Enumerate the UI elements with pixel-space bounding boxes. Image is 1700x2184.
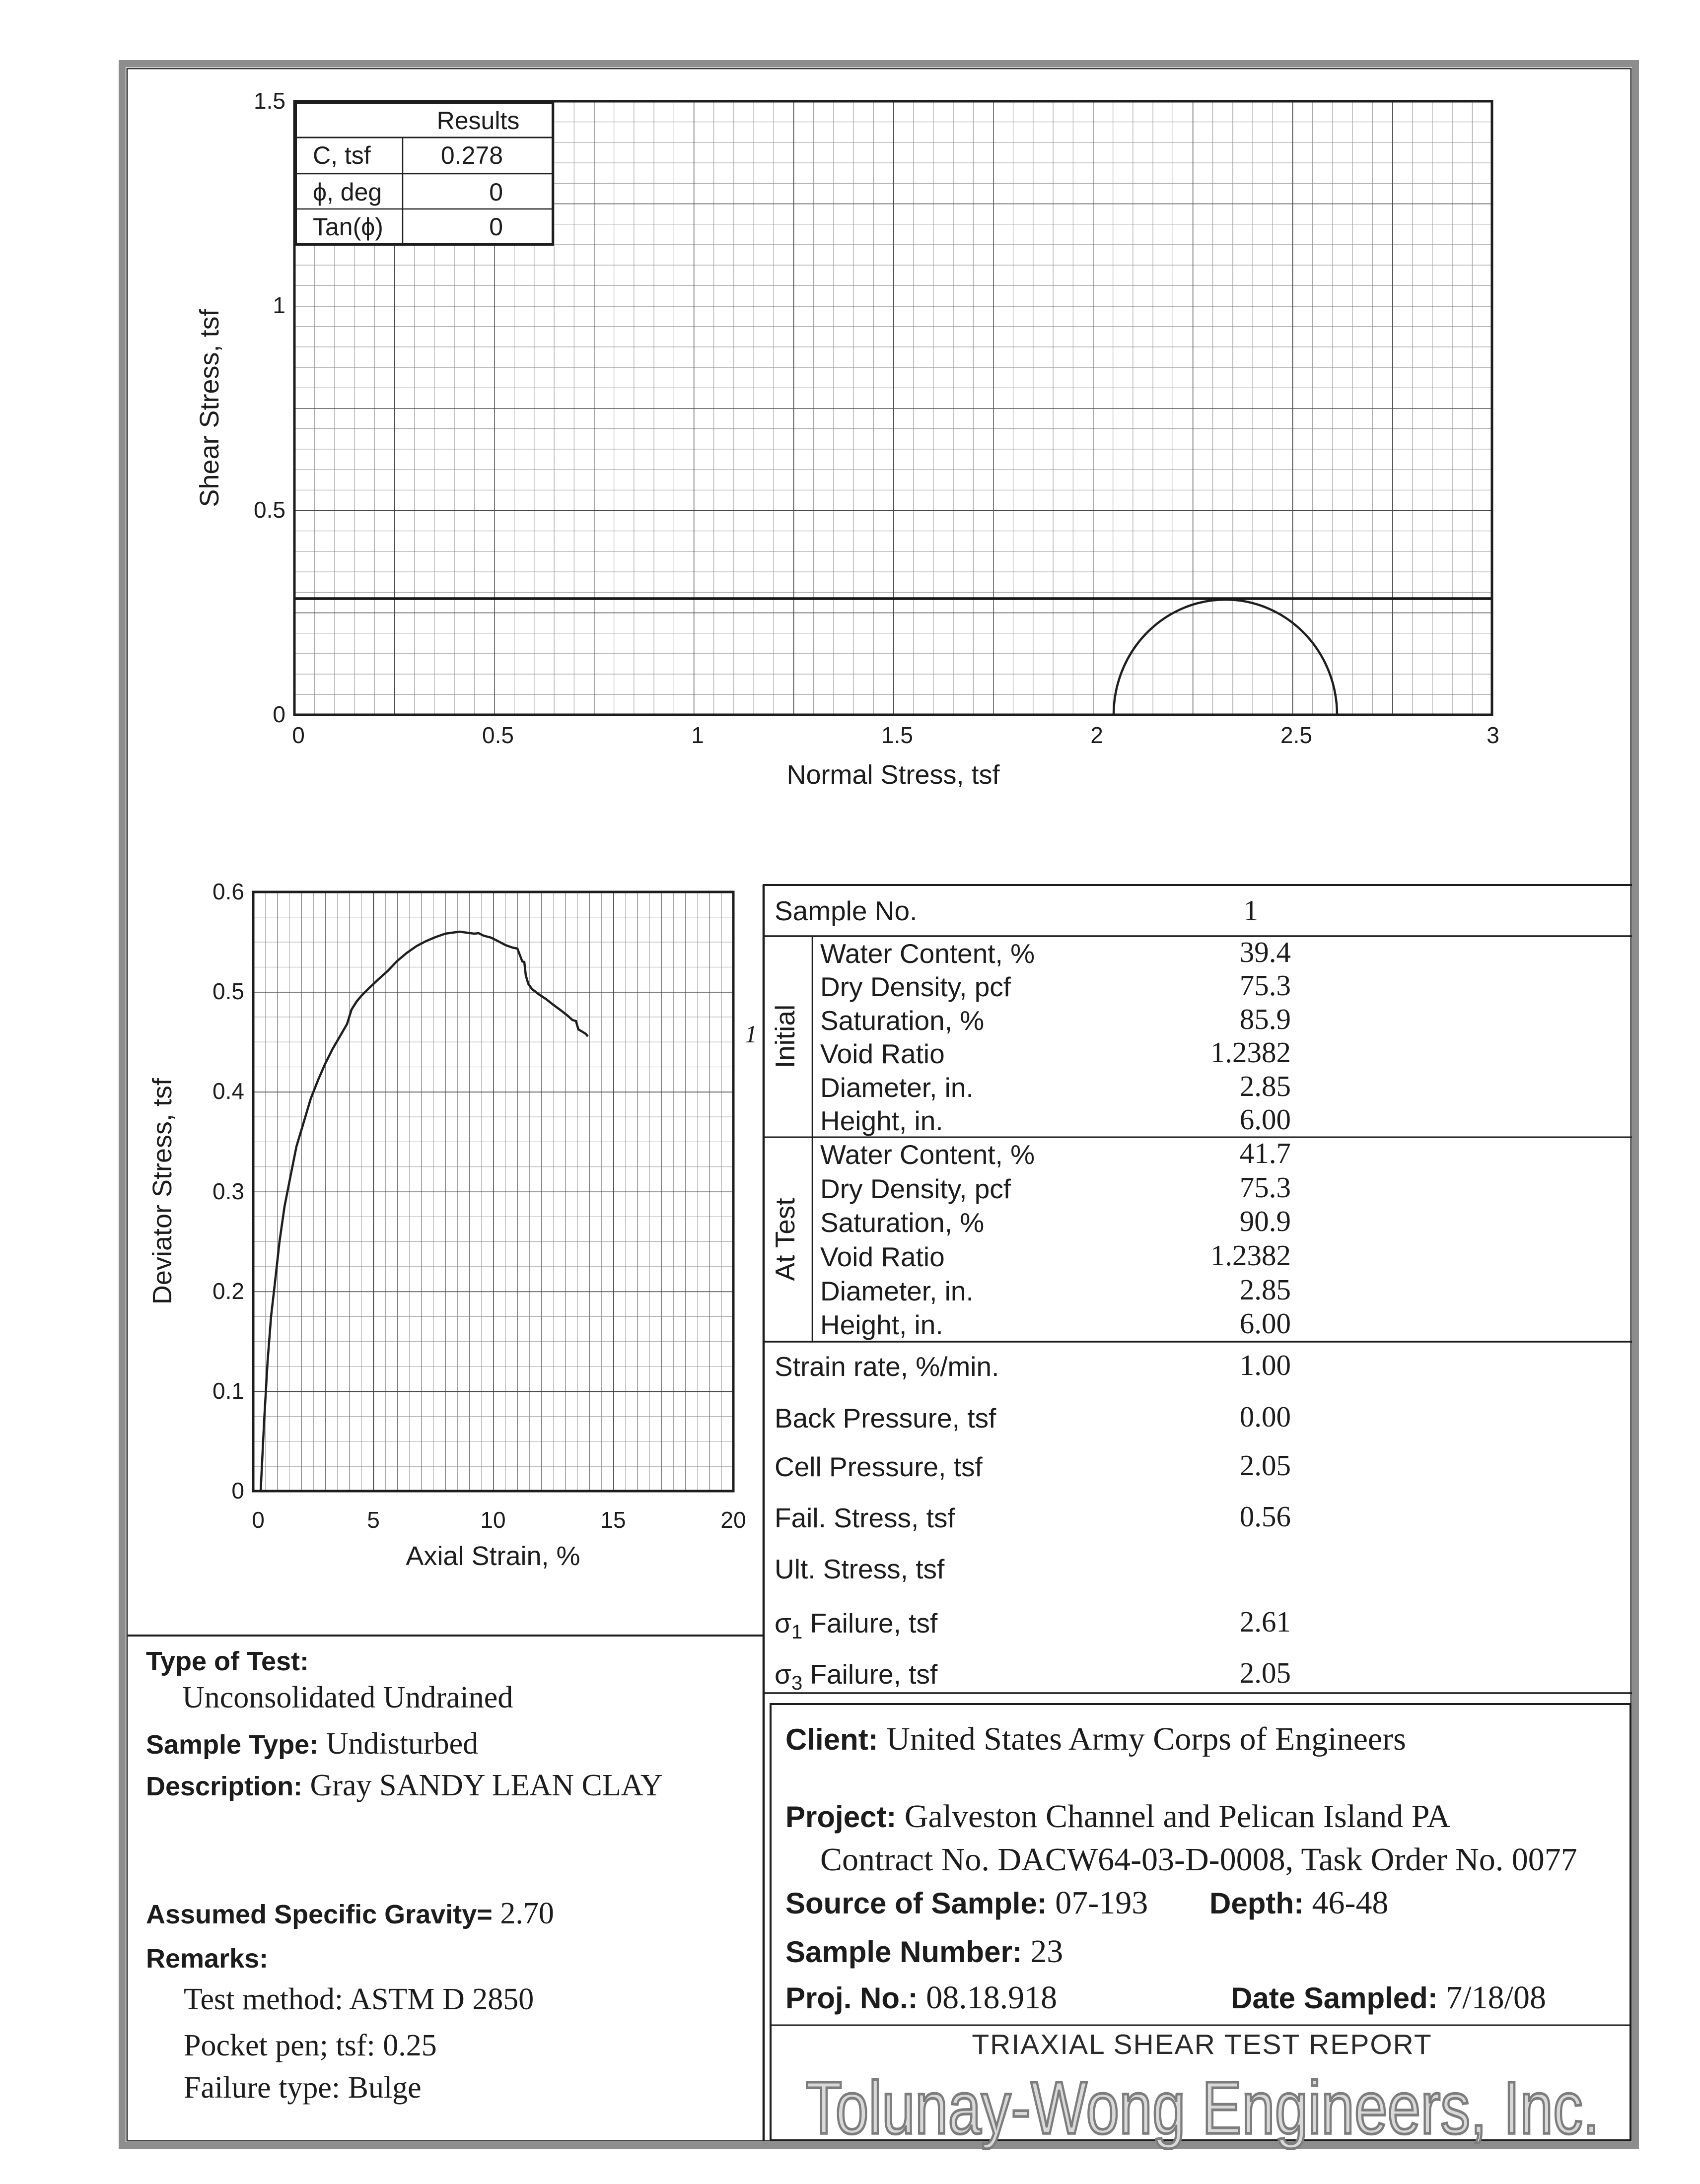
svg-text:Depth: 46-48: Depth: 46-48	[1209, 1885, 1388, 1921]
svg-text:Height, in.: Height, in.	[820, 1309, 943, 1340]
svg-text:1.5: 1.5	[881, 722, 913, 748]
svg-text:85.9: 85.9	[1240, 1003, 1291, 1035]
svg-text:Initial: Initial	[770, 1005, 800, 1068]
svg-text:0.5: 0.5	[212, 978, 244, 1004]
svg-text:Failure type: Bulge: Failure type: Bulge	[184, 2071, 422, 2105]
svg-text:0.3: 0.3	[212, 1178, 244, 1204]
svg-text:Date Sampled: 7/18/08: Date Sampled: 7/18/08	[1231, 1979, 1546, 2016]
svg-text:0.1: 0.1	[212, 1378, 244, 1404]
svg-text:2.05: 2.05	[1240, 1449, 1291, 1482]
svg-text:Saturation, %: Saturation, %	[820, 1207, 984, 1238]
svg-text:1.2382: 1.2382	[1210, 1036, 1291, 1069]
svg-text:41.7: 41.7	[1240, 1137, 1291, 1169]
svg-text:75.3: 75.3	[1240, 969, 1291, 1002]
svg-text:At Test: At Test	[770, 1198, 800, 1281]
svg-text:Test method: ASTM D 2850: Test method: ASTM D 2850	[184, 1982, 534, 2016]
svg-text:0: 0	[252, 1507, 265, 1533]
svg-text:Sample Type: Undisturbed: Sample Type: Undisturbed	[146, 1727, 478, 1761]
svg-text:15: 15	[600, 1507, 626, 1533]
svg-text:Client: United States Army Cor: Client: United States Army Corps of Engi…	[785, 1721, 1406, 1757]
svg-text:20: 20	[720, 1507, 746, 1533]
svg-text:σ1 Failure, tsf: σ1 Failure, tsf	[775, 1608, 938, 1643]
svg-text:Shear Stress, tsf: Shear Stress, tsf	[195, 308, 224, 507]
svg-text:2.85: 2.85	[1240, 1070, 1291, 1102]
svg-text:Contract No. DACW64-03-D-0008,: Contract No. DACW64-03-D-0008, Task Orde…	[820, 1842, 1577, 1878]
svg-text:Strain rate, %/min.: Strain rate, %/min.	[775, 1351, 999, 1382]
svg-text:Remarks:: Remarks:	[146, 1944, 268, 1974]
svg-text:Tolunay-Wong Engineers, Inc.: Tolunay-Wong Engineers, Inc.	[806, 2066, 1600, 2149]
svg-text:1: 1	[273, 292, 285, 318]
svg-text:0.00: 0.00	[1240, 1400, 1291, 1433]
svg-text:Diameter, in.: Diameter, in.	[820, 1276, 974, 1306]
svg-text:Results: Results	[437, 107, 520, 135]
svg-text:2.85: 2.85	[1240, 1273, 1291, 1306]
svg-text:Axial Strain, %: Axial Strain, %	[406, 1541, 580, 1571]
svg-text:39.4: 39.4	[1240, 936, 1291, 968]
svg-text:Proj. No.: 08.18.918: Proj. No.: 08.18.918	[785, 1979, 1057, 2016]
svg-text:Sample Number: 23: Sample Number: 23	[785, 1933, 1063, 1970]
svg-text:1.00: 1.00	[1240, 1349, 1291, 1381]
svg-text:Cell Pressure, tsf: Cell Pressure, tsf	[775, 1451, 983, 1482]
svg-text:1: 1	[691, 722, 704, 748]
svg-text:Void Ratio: Void Ratio	[820, 1241, 945, 1272]
svg-text:Void Ratio: Void Ratio	[820, 1038, 945, 1069]
svg-text:0: 0	[273, 701, 285, 727]
svg-text:σ3 Failure, tsf: σ3 Failure, tsf	[775, 1659, 938, 1694]
svg-text:Height, in.: Height, in.	[820, 1105, 943, 1136]
svg-text:10: 10	[480, 1507, 505, 1533]
svg-text:Diameter, in.: Diameter, in.	[820, 1072, 974, 1103]
svg-text:3: 3	[1487, 722, 1499, 748]
svg-text:0: 0	[231, 1478, 244, 1503]
svg-text:Sample No.: Sample No.	[775, 895, 917, 926]
svg-text:TRIAXIAL SHEAR TEST REPORT: TRIAXIAL SHEAR TEST REPORT	[972, 2029, 1432, 2060]
svg-text:0.278: 0.278	[441, 141, 503, 169]
svg-text:Unconsolidated Undrained: Unconsolidated Undrained	[182, 1681, 513, 1714]
svg-text:5: 5	[367, 1507, 380, 1533]
svg-text:2.05: 2.05	[1240, 1656, 1291, 1689]
svg-text:6.00: 6.00	[1240, 1103, 1291, 1136]
svg-text:0: 0	[489, 213, 503, 241]
svg-text:0.56: 0.56	[1240, 1500, 1291, 1533]
svg-text:2.61: 2.61	[1240, 1605, 1291, 1638]
svg-text:Pocket pen; tsf: 0.25: Pocket pen; tsf: 0.25	[184, 2029, 437, 2062]
svg-text:Ult. Stress, tsf: Ult. Stress, tsf	[775, 1554, 945, 1584]
svg-text:Assumed Specific Gravity= 2.70: Assumed Specific Gravity= 2.70	[146, 1897, 554, 1930]
svg-text:ϕ, deg: ϕ, deg	[313, 178, 382, 206]
svg-text:Water Content, %: Water Content, %	[820, 938, 1035, 969]
svg-text:75.3: 75.3	[1240, 1171, 1291, 1204]
svg-text:1.5: 1.5	[254, 88, 285, 114]
svg-text:2.5: 2.5	[1280, 722, 1312, 748]
svg-text:Source of Sample: 07-193: Source of Sample: 07-193	[785, 1885, 1148, 1921]
svg-text:Saturation, %: Saturation, %	[820, 1005, 984, 1036]
svg-text:1.2382: 1.2382	[1210, 1239, 1291, 1272]
svg-text:1: 1	[1244, 894, 1259, 927]
svg-text:Fail. Stress, tsf: Fail. Stress, tsf	[775, 1502, 955, 1533]
svg-text:Normal Stress, tsf: Normal Stress, tsf	[786, 760, 1000, 790]
svg-text:C, tsf: C, tsf	[313, 141, 371, 169]
svg-text:0: 0	[292, 722, 305, 748]
svg-text:Back Pressure, tsf: Back Pressure, tsf	[775, 1403, 996, 1433]
svg-text:Type of Test:: Type of Test:	[146, 1646, 309, 1676]
svg-text:6.00: 6.00	[1240, 1307, 1291, 1340]
svg-text:2: 2	[1090, 722, 1103, 748]
svg-text:Water Content, %: Water Content, %	[820, 1139, 1035, 1170]
svg-text:0.4: 0.4	[212, 1078, 244, 1104]
svg-text:Dry Density, pcf: Dry Density, pcf	[820, 971, 1011, 1002]
svg-text:1: 1	[745, 1020, 757, 1048]
svg-text:Deviator Stress, tsf: Deviator Stress, tsf	[147, 1078, 177, 1304]
svg-text:0.5: 0.5	[482, 722, 514, 748]
svg-text:Description: Gray SANDY LEAN C: Description: Gray SANDY LEAN CLAY	[146, 1769, 663, 1802]
svg-text:Tan(ϕ): Tan(ϕ)	[313, 213, 383, 241]
svg-text:Dry Density, pcf: Dry Density, pcf	[820, 1173, 1011, 1204]
svg-text:0: 0	[489, 178, 503, 206]
svg-text:90.9: 90.9	[1240, 1205, 1291, 1237]
svg-text:0.5: 0.5	[254, 497, 285, 523]
svg-text:0.6: 0.6	[212, 879, 244, 904]
svg-text:0.2: 0.2	[212, 1278, 244, 1304]
svg-text:Project: Galveston Channel and: Project: Galveston Channel and Pelican I…	[785, 1798, 1450, 1835]
